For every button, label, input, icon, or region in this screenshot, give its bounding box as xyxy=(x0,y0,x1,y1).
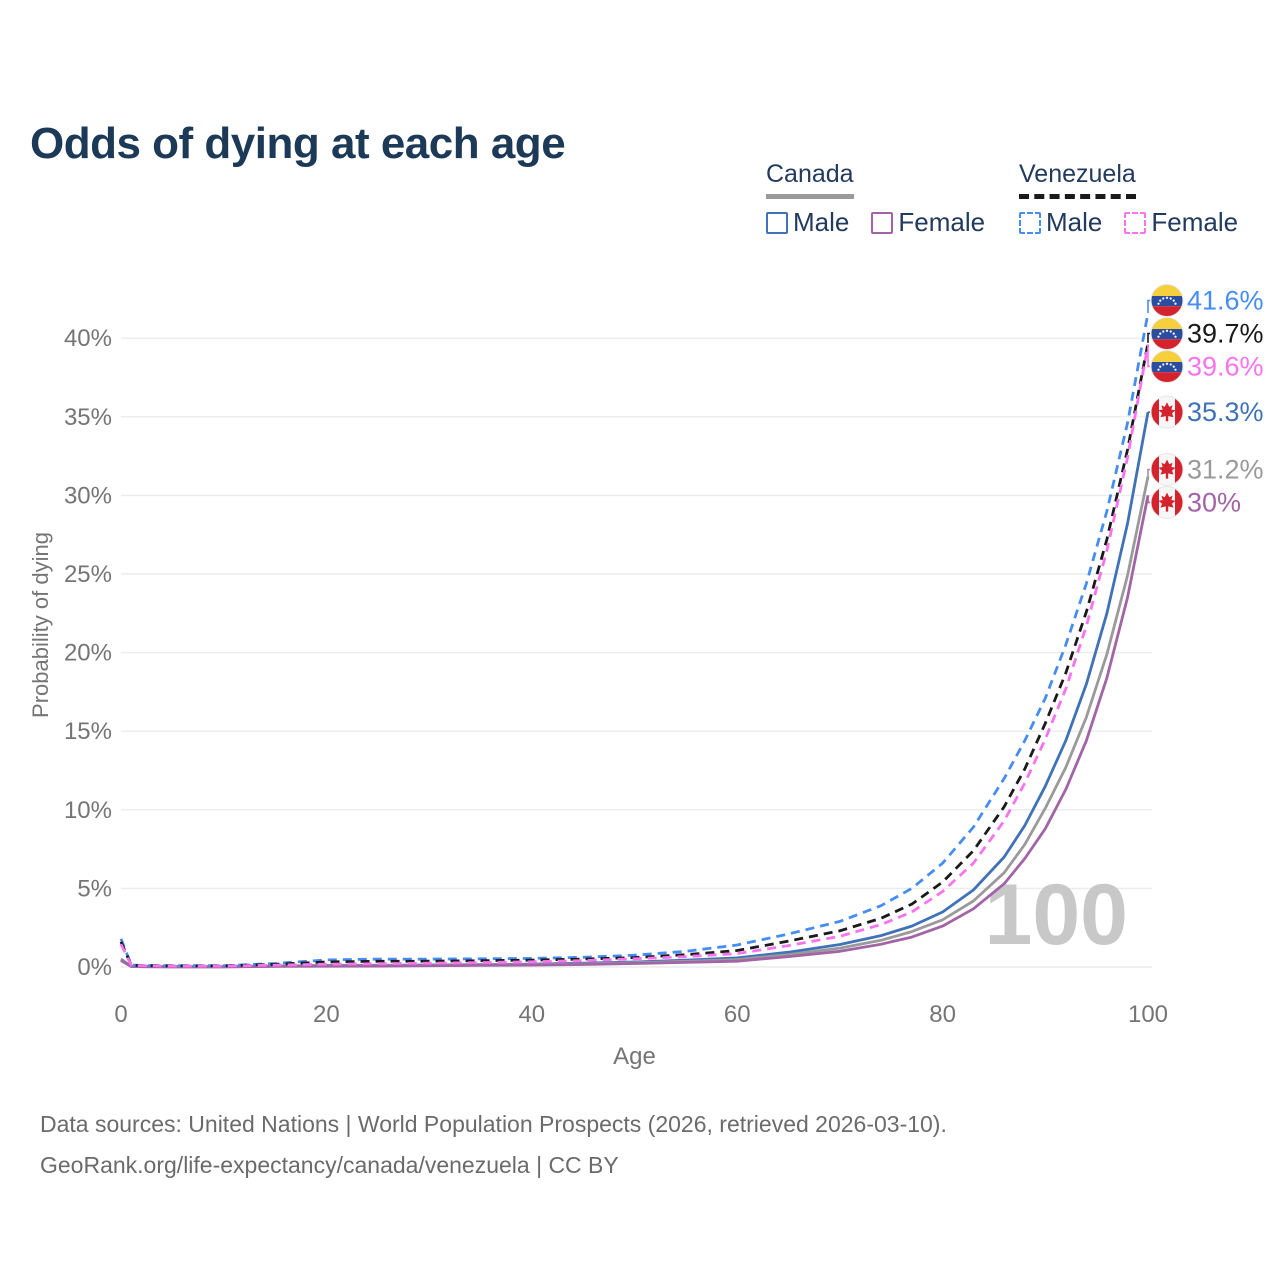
canada-female-swatch-icon[interactable] xyxy=(871,211,894,234)
x-tick-label: 40 xyxy=(518,1001,545,1028)
maple-leaf-icon xyxy=(1158,459,1176,479)
canada-flag-icon xyxy=(1150,395,1184,429)
legend-item-label: Female xyxy=(1151,207,1239,237)
end-label-venezuela-male: 41.6% xyxy=(1187,285,1264,315)
end-labels: 41.6%39.7%39.6% 35.3% 31.2%30% xyxy=(1147,283,1264,519)
x-tick-label: 0 xyxy=(114,1001,127,1028)
y-tick-label: 40% xyxy=(64,325,112,352)
data-sources-line: Data sources: United Nations | World Pop… xyxy=(40,1111,947,1137)
x-axis: 0 20 40 60 80 100 Age Probability of dying xyxy=(28,532,1168,1070)
end-label-canada-female: 30% xyxy=(1187,487,1241,517)
legend-item-canada-male[interactable]: Male xyxy=(766,207,849,238)
attribution-line: GeoRank.org/life-expectancy/canada/venez… xyxy=(40,1152,619,1178)
legend-group-canada: Canada Male Female xyxy=(766,160,985,238)
end-label-venezuela: 39.7% xyxy=(1187,318,1264,348)
legend-item-venezuela-female[interactable]: Female xyxy=(1124,207,1238,238)
legend-item-label: Female xyxy=(898,207,986,237)
venezuela-female-swatch-icon[interactable] xyxy=(1124,211,1147,234)
y-tick-label: 20% xyxy=(64,640,112,667)
y-tick-label: 35% xyxy=(64,404,112,431)
leader-line xyxy=(1147,495,1150,504)
y-tick-label: 0% xyxy=(77,954,112,981)
legend-group-venezuela: Venezuela Male Female xyxy=(1019,160,1238,238)
venezuela-flag-icon xyxy=(1150,283,1184,317)
page-title: Odds of dying at each age xyxy=(30,119,566,169)
x-tick-label: 80 xyxy=(929,1001,956,1028)
x-tick-label: 60 xyxy=(724,1001,751,1028)
leader-line xyxy=(1147,344,1150,368)
end-label-canada: 31.2% xyxy=(1187,454,1264,484)
y-tick-label: 25% xyxy=(64,561,112,588)
legend-item-label: Male xyxy=(1046,207,1103,237)
y-tick-label: 5% xyxy=(77,875,112,902)
series-line-venezuela-female xyxy=(119,344,1150,968)
leader-line xyxy=(1147,332,1150,343)
x-tick-label: 20 xyxy=(313,1001,340,1028)
canada-flag-icon xyxy=(1150,452,1184,486)
gridlines: 0% 5% 10% 15% 20% 25% 30% 35% 40% xyxy=(64,325,1152,981)
legend-item-venezuela-male[interactable]: Male xyxy=(1019,207,1102,238)
leader-line xyxy=(1147,299,1150,313)
legend-country-canada[interactable]: Canada xyxy=(766,160,854,199)
venezuela-male-swatch-icon[interactable] xyxy=(1019,211,1041,234)
y-tick-label: 10% xyxy=(64,797,112,824)
footer: Data sources: United Nations | World Pop… xyxy=(40,1104,947,1186)
y-tick-label: 15% xyxy=(64,718,112,745)
legend-country-venezuela[interactable]: Venezuela xyxy=(1019,160,1136,199)
x-axis-title: Age xyxy=(613,1043,656,1070)
canada-flag-icon xyxy=(1150,485,1184,519)
maple-leaf-icon xyxy=(1158,402,1176,422)
x-tick-label: 100 xyxy=(1128,1001,1168,1028)
y-axis-title: Probability of dying xyxy=(28,532,53,718)
legend-item-label: Male xyxy=(793,207,850,237)
canada-male-swatch-icon[interactable] xyxy=(766,211,788,234)
maple-leaf-icon xyxy=(1158,492,1176,512)
end-label-venezuela-female: 39.6% xyxy=(1187,351,1264,381)
leader-line xyxy=(1147,468,1150,477)
venezuela-flag-icon xyxy=(1150,316,1184,350)
age-counter-watermark: 100 xyxy=(985,867,1129,963)
end-label-canada-male: 35.3% xyxy=(1187,397,1264,427)
legend-item-canada-female[interactable]: Female xyxy=(871,207,985,238)
venezuela-flag-icon xyxy=(1150,349,1184,383)
y-tick-label: 30% xyxy=(64,482,112,509)
